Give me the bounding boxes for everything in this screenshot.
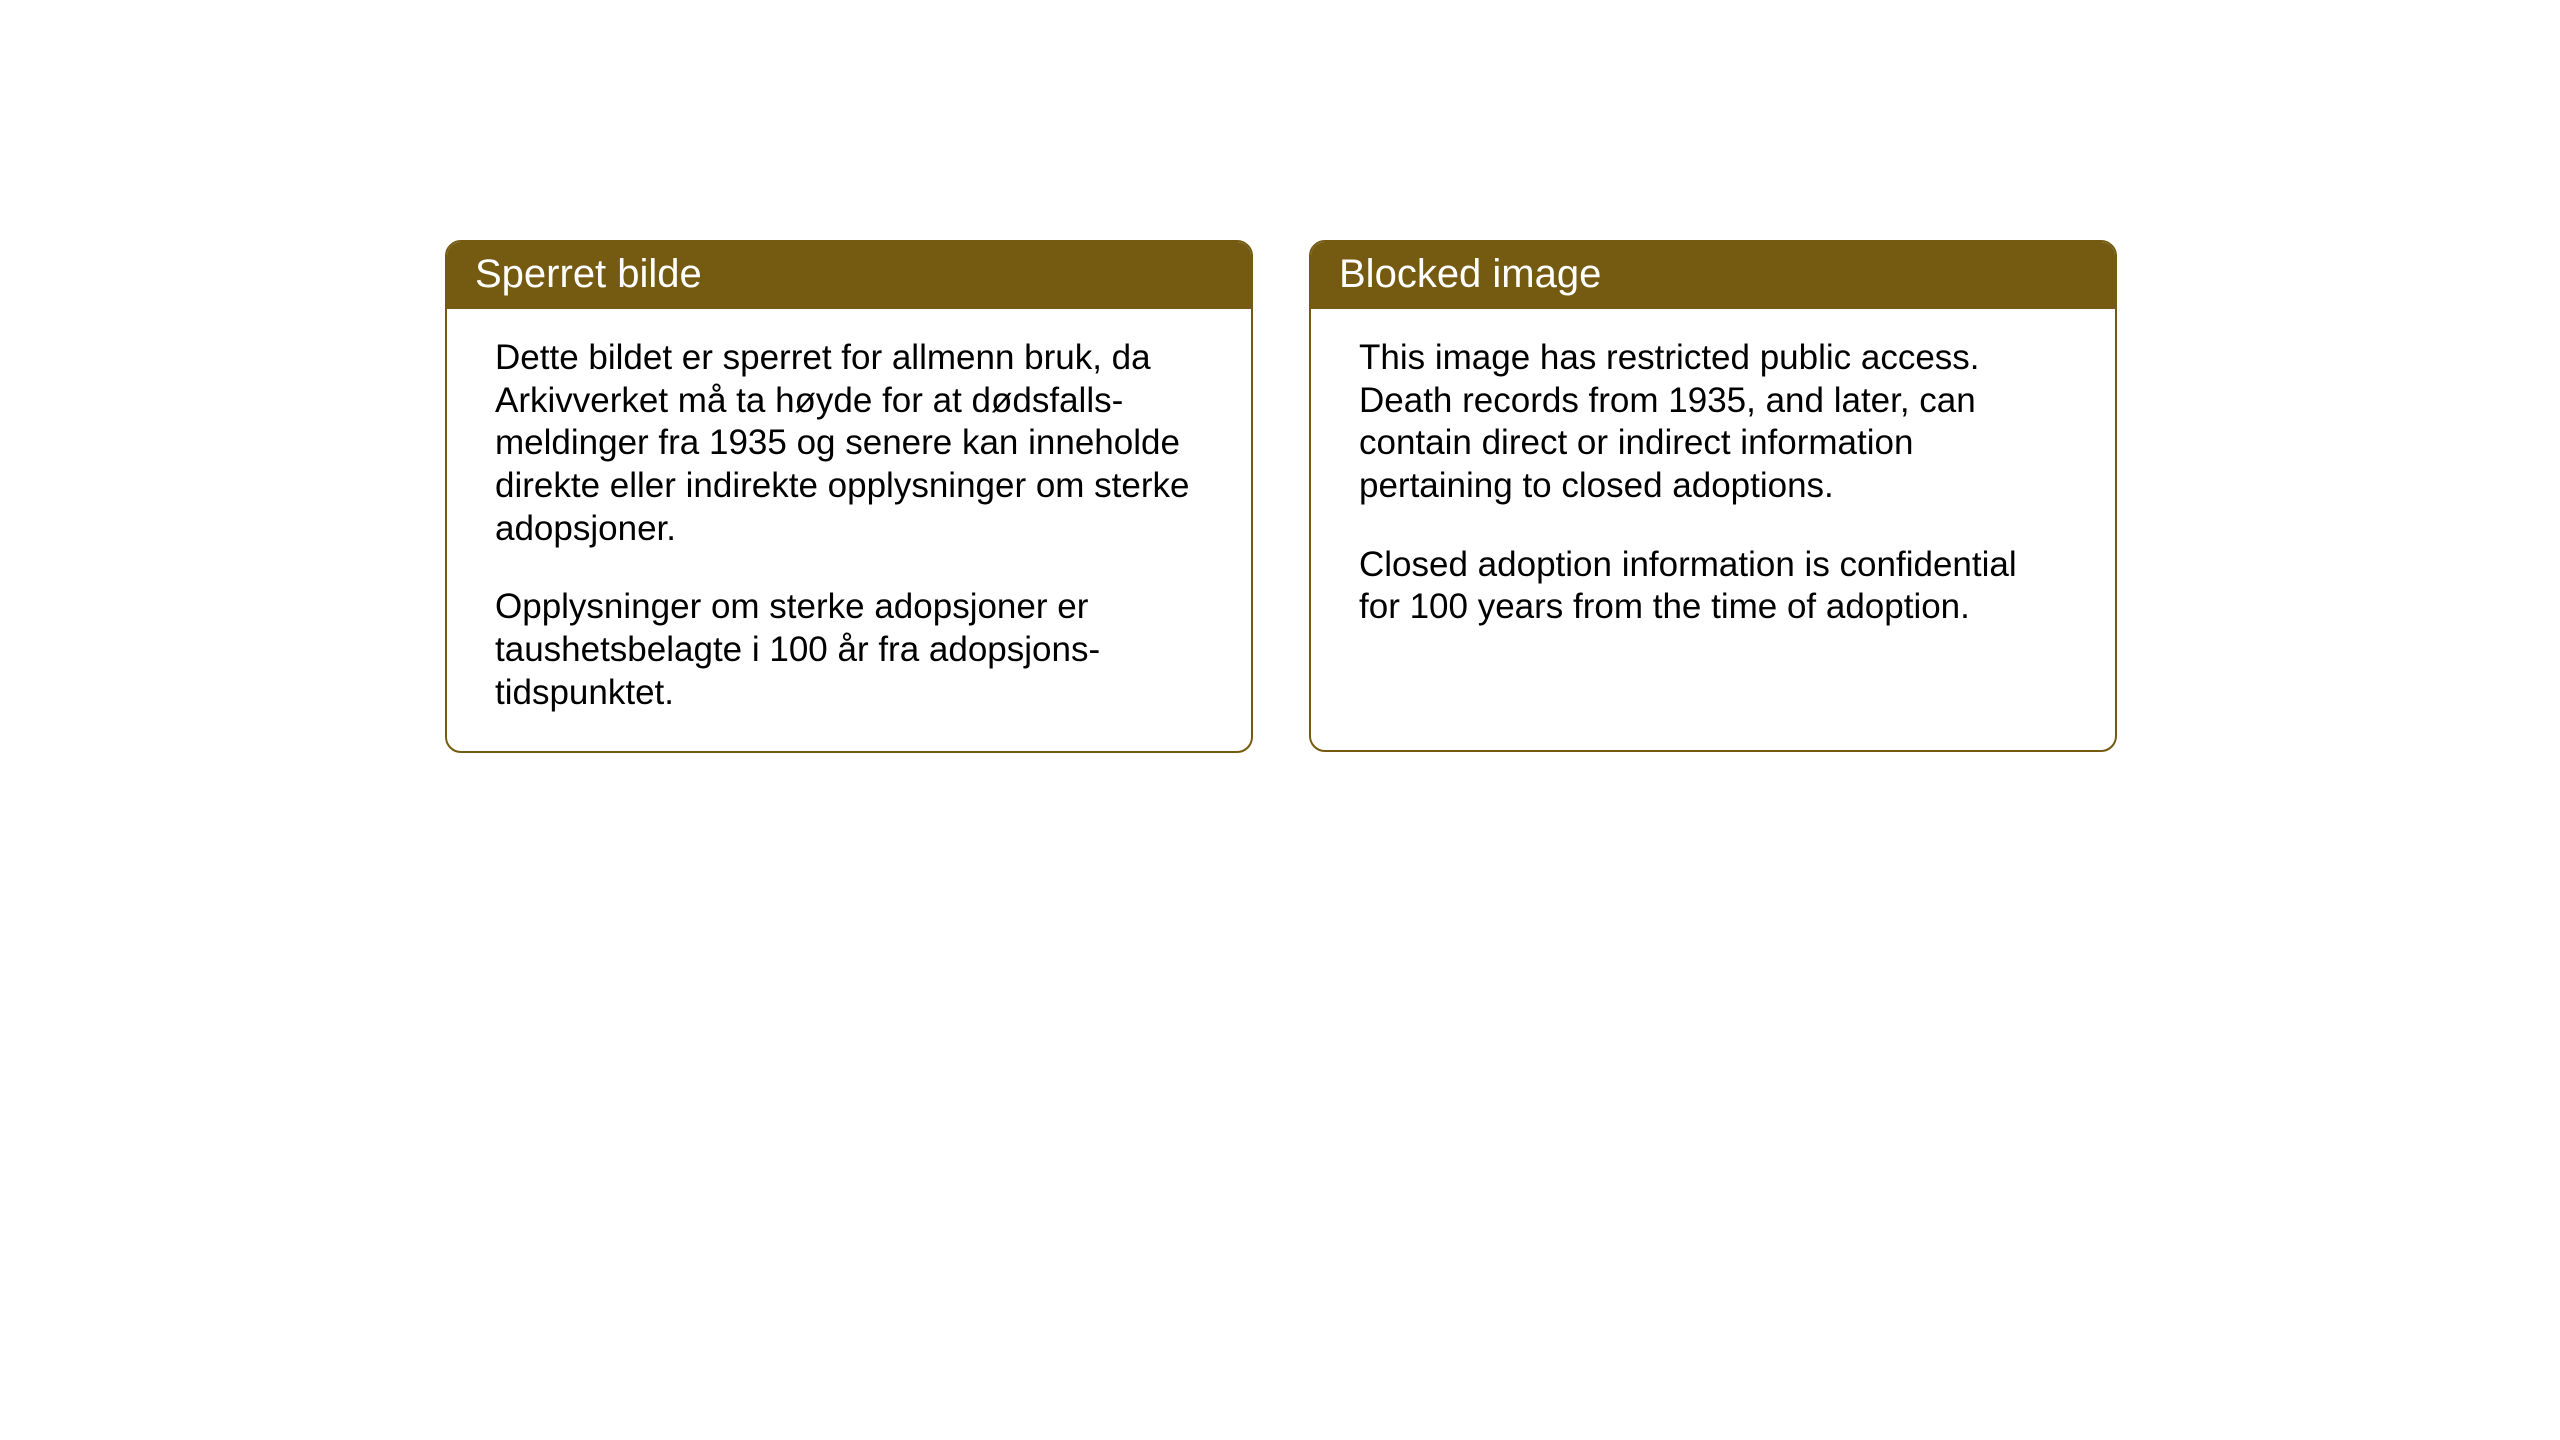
notice-container: Sperret bilde Dette bildet er sperret fo… — [445, 240, 2117, 753]
paragraph-english-1: This image has restricted public access.… — [1359, 337, 2067, 508]
paragraph-norwegian-1: Dette bildet er sperret for allmenn bruk… — [495, 337, 1203, 550]
card-body-english: This image has restricted public access.… — [1311, 309, 2115, 665]
card-title-english: Blocked image — [1339, 252, 1601, 296]
paragraph-english-2: Closed adoption information is confident… — [1359, 544, 2067, 629]
notice-card-english: Blocked image This image has restricted … — [1309, 240, 2117, 752]
notice-card-norwegian: Sperret bilde Dette bildet er sperret fo… — [445, 240, 1253, 753]
paragraph-norwegian-2: Opplysninger om sterke adopsjoner er tau… — [495, 586, 1203, 714]
card-header-english: Blocked image — [1311, 242, 2115, 309]
card-header-norwegian: Sperret bilde — [447, 242, 1251, 309]
card-title-norwegian: Sperret bilde — [475, 252, 702, 296]
card-body-norwegian: Dette bildet er sperret for allmenn bruk… — [447, 309, 1251, 751]
